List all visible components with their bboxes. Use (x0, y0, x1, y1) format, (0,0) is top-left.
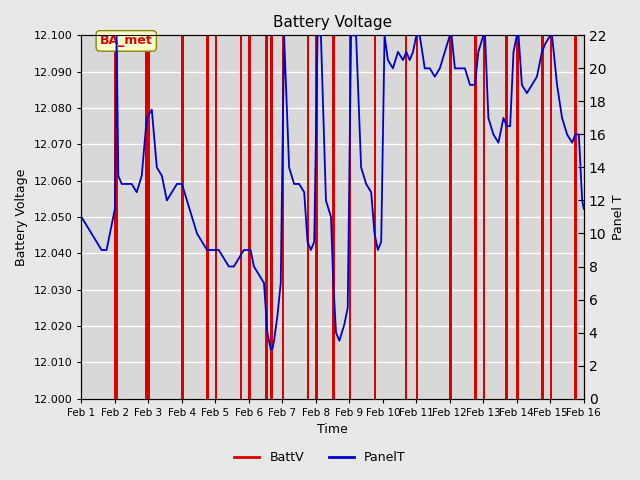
Bar (215, 36, 218, 398)
Bar (181, 36, 184, 398)
Bar (516, 36, 519, 398)
Bar (115, 36, 118, 398)
Text: BA_met: BA_met (100, 35, 152, 48)
Bar (265, 36, 268, 398)
Bar (474, 36, 477, 398)
Bar (416, 36, 419, 398)
Bar (575, 36, 577, 398)
Bar (215, 36, 218, 398)
Legend: BattV, PanelT: BattV, PanelT (229, 446, 411, 469)
Bar (404, 36, 407, 398)
Bar (270, 36, 273, 398)
Bar (505, 36, 508, 398)
Bar (206, 36, 209, 398)
Bar (416, 36, 419, 398)
Y-axis label: Panel T: Panel T (612, 194, 625, 240)
Bar (349, 36, 351, 398)
Bar (332, 36, 335, 398)
Bar (483, 36, 485, 398)
Bar (248, 36, 251, 398)
Bar (239, 36, 242, 398)
Bar (270, 36, 273, 398)
Bar (449, 36, 452, 398)
Bar (449, 36, 452, 398)
Bar (145, 36, 150, 398)
Bar (282, 36, 284, 398)
Bar (316, 36, 318, 398)
Bar (181, 36, 184, 398)
Bar (145, 36, 148, 398)
Bar (404, 36, 407, 398)
X-axis label: Time: Time (317, 423, 348, 436)
Bar (550, 36, 552, 398)
Bar (374, 36, 376, 398)
Bar (248, 36, 251, 398)
Bar (265, 36, 268, 398)
Bar (307, 36, 309, 398)
Bar (483, 36, 485, 398)
Bar (541, 36, 543, 398)
Bar (349, 36, 351, 398)
Bar (316, 36, 318, 398)
Bar (248, 36, 251, 398)
Bar (307, 36, 309, 398)
Bar (449, 36, 452, 398)
Bar (474, 36, 477, 398)
Bar (316, 36, 318, 398)
Bar (505, 36, 508, 398)
Bar (474, 36, 477, 398)
Bar (416, 36, 419, 398)
Bar (575, 36, 577, 398)
Bar (550, 36, 552, 398)
Bar (282, 36, 284, 398)
Bar (516, 36, 519, 398)
Bar (115, 36, 118, 398)
Bar (239, 36, 242, 398)
Bar (270, 36, 273, 398)
Bar (147, 36, 150, 398)
Bar (206, 36, 209, 398)
Bar (332, 36, 335, 398)
Bar (181, 36, 184, 398)
Bar (505, 36, 508, 398)
Bar (332, 36, 335, 398)
Bar (206, 36, 209, 398)
Bar (215, 36, 218, 398)
Bar (374, 36, 376, 398)
Title: Battery Voltage: Battery Voltage (273, 15, 392, 30)
Bar (575, 36, 577, 398)
Bar (541, 36, 543, 398)
Bar (374, 36, 376, 398)
Bar (349, 36, 351, 398)
Bar (282, 36, 284, 398)
Bar (307, 36, 309, 398)
Bar (550, 36, 552, 398)
Bar (483, 36, 485, 398)
Bar (265, 36, 268, 398)
Bar (541, 36, 543, 398)
Y-axis label: Battery Voltage: Battery Voltage (15, 168, 28, 265)
Bar (239, 36, 242, 398)
Bar (516, 36, 519, 398)
Bar (115, 36, 117, 398)
Bar (404, 36, 407, 398)
